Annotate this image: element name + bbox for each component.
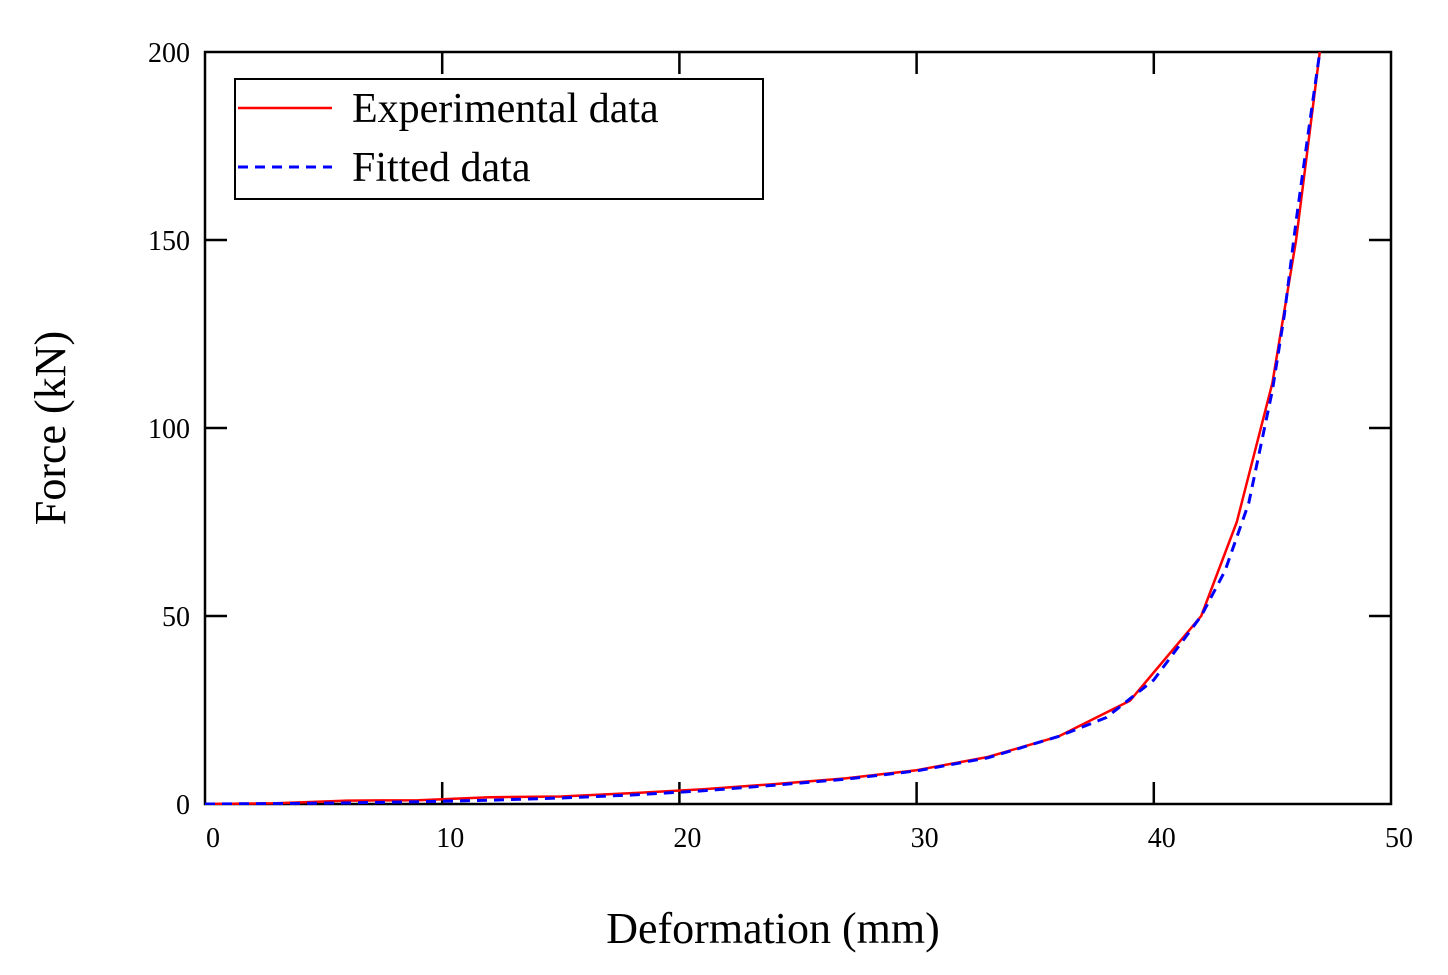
y-tick-labels: 0 50 100 150 200 bbox=[148, 38, 190, 821]
x-tick-label: 30 bbox=[911, 823, 939, 854]
legend-box bbox=[234, 78, 764, 200]
y-tick-label: 150 bbox=[148, 226, 190, 257]
x-tick-labels: 0 10 20 30 40 50 bbox=[206, 823, 1413, 854]
x-tick-label: 20 bbox=[673, 823, 701, 854]
y-tick-label: 200 bbox=[148, 38, 190, 69]
tick-marks bbox=[205, 52, 1391, 804]
series-line-fitted bbox=[205, 52, 1322, 805]
y-tick-label: 50 bbox=[162, 602, 190, 633]
y-tick-label: 0 bbox=[176, 790, 190, 821]
y-tick-label: 100 bbox=[148, 414, 190, 445]
legend: Experimental data Fitted data bbox=[234, 78, 764, 200]
legend-label-fitted: Fitted data bbox=[352, 145, 531, 191]
series-group bbox=[205, 52, 1322, 805]
x-tick-label: 50 bbox=[1385, 823, 1413, 854]
y-axis-title: Force (kN) bbox=[26, 331, 75, 525]
x-tick-label: 40 bbox=[1148, 823, 1176, 854]
x-axis-title: Deformation (mm) bbox=[606, 904, 940, 953]
x-tick-label: 10 bbox=[436, 823, 464, 854]
legend-label-experimental: Experimental data bbox=[352, 86, 659, 132]
x-tick-label: 0 bbox=[206, 823, 220, 854]
